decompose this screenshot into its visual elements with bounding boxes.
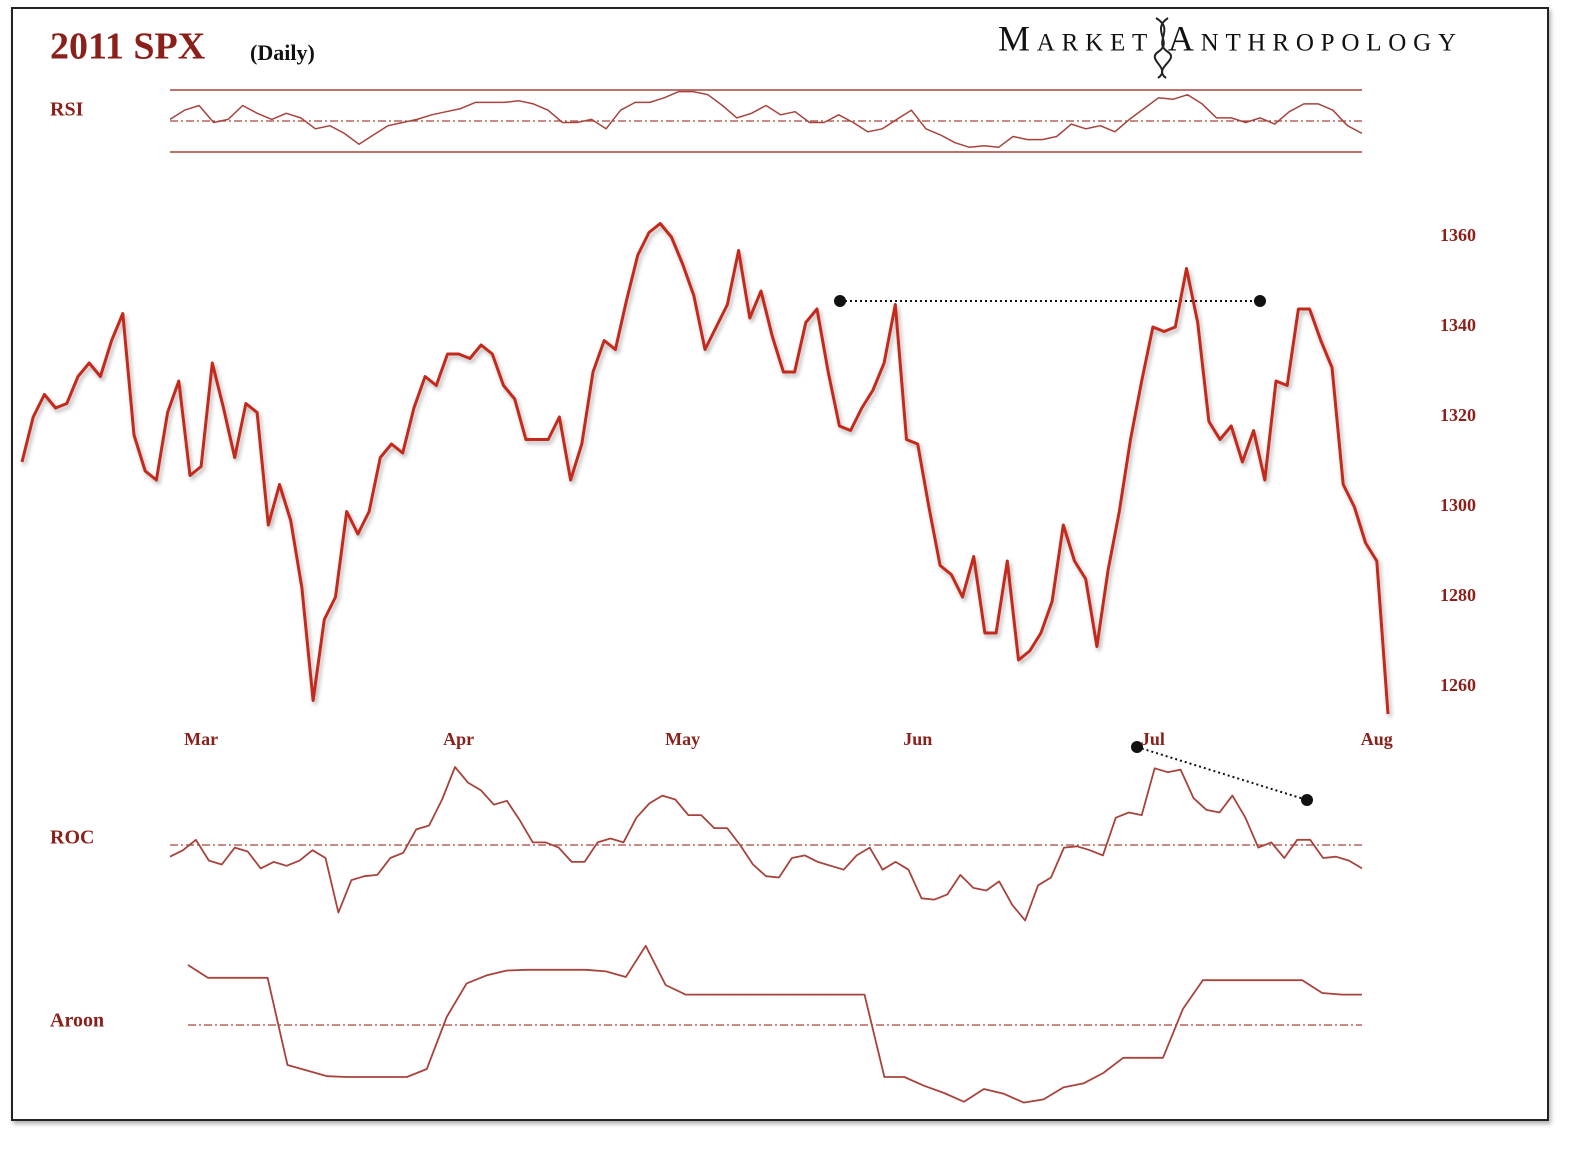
dna-icon	[1153, 17, 1172, 79]
x-tick-label: Aug	[1361, 729, 1393, 749]
frame	[11, 7, 1549, 1121]
chart-title: 2011 SPX	[50, 26, 205, 68]
annotation-dot	[834, 295, 846, 307]
chart-subtitle: (Daily)	[250, 40, 315, 65]
annotation-dot	[1254, 295, 1266, 307]
y-tick-label: 1300	[1440, 495, 1476, 515]
data-line	[169, 766, 1363, 922]
panel-label: ROC	[50, 827, 94, 849]
x-tick-label: Jul	[1141, 729, 1165, 749]
y-tick-label: 1280	[1440, 585, 1476, 605]
y-tick-label: 1320	[1440, 405, 1476, 425]
brand: Market Anthropology	[998, 18, 1456, 58]
annotation-dot	[1131, 741, 1143, 753]
y-tick-label: 1340	[1440, 315, 1476, 335]
annotation	[834, 295, 1313, 806]
y-tick-label: 1260	[1440, 675, 1476, 695]
y-tick-label: 1360	[1440, 225, 1476, 245]
data-line	[187, 944, 1362, 1104]
panel-label: Aroon	[50, 1010, 104, 1032]
x-tick-label: Apr	[443, 729, 474, 749]
panel-label: RSI	[50, 99, 84, 121]
annotation-dot	[1301, 794, 1313, 806]
x-tick-label: Jun	[903, 729, 932, 749]
x-tick-label: May	[665, 729, 700, 749]
x-tick-label: Mar	[184, 729, 218, 749]
data-line	[20, 222, 1390, 715]
data-line	[169, 90, 1363, 149]
